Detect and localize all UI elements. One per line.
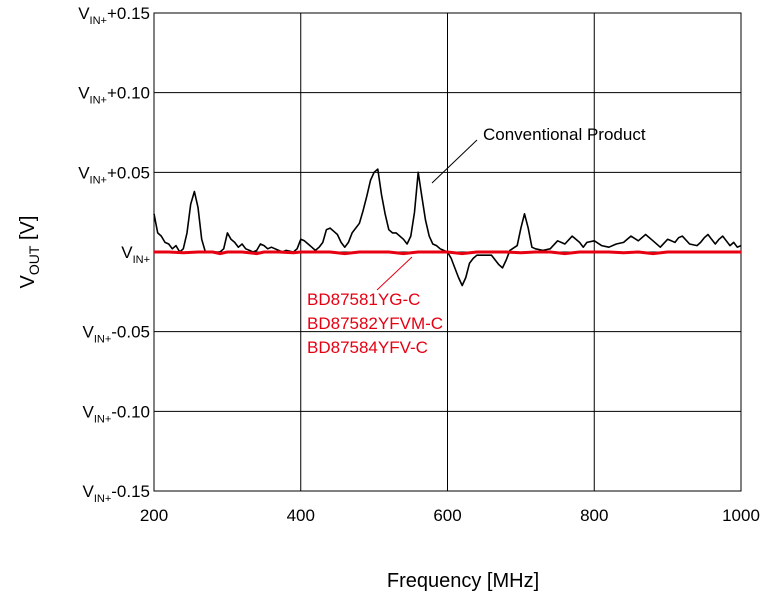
x-tick-label: 200 (140, 506, 168, 525)
x-axis-title: Frequency [MHz] (387, 570, 539, 592)
y-axis-title: VOUT [V] (17, 216, 42, 289)
x-tick-label: 800 (580, 506, 608, 525)
series-line-conventional (153, 168, 742, 287)
red-annotation: BD87581YG-C BD87582YFVM-C BD87584YFV-C (307, 256, 443, 357)
y-tick-label: VIN+-0.05 (82, 323, 150, 346)
x-tick-label: 400 (287, 506, 315, 525)
red-leader-line (376, 256, 413, 291)
series-layer (153, 168, 742, 287)
y-tick-label: VIN+-0.15 (82, 482, 150, 505)
x-tick-label: 1000 (722, 506, 760, 525)
y-tick-label: VIN++0.15 (78, 4, 150, 27)
conventional-annotation: Conventional Product (431, 125, 646, 184)
series-line-bd8758x (154, 250, 741, 256)
y-tick-label: VIN+​ (121, 243, 150, 266)
y-axis-ticks: VIN++0.15 VIN++0.10 VIN++0.05 VIN+​ VIN+-0.0… (78, 4, 150, 505)
conventional-leader-line (431, 139, 478, 184)
red-label-2: BD87582YFVM-C (307, 314, 443, 333)
red-label-3: BD87584YFV-C (307, 338, 428, 357)
y-tick-label: VIN++0.05 (78, 163, 150, 186)
x-tick-label: 600 (433, 506, 461, 525)
y-tick-label: VIN++0.10 (78, 84, 150, 107)
conventional-label: Conventional Product (483, 125, 646, 144)
red-label-1: BD87581YG-C (307, 290, 420, 309)
y-tick-label: VIN+-0.10 (82, 402, 150, 425)
x-axis-ticks: 200 400 600 800 1000 (140, 506, 760, 525)
